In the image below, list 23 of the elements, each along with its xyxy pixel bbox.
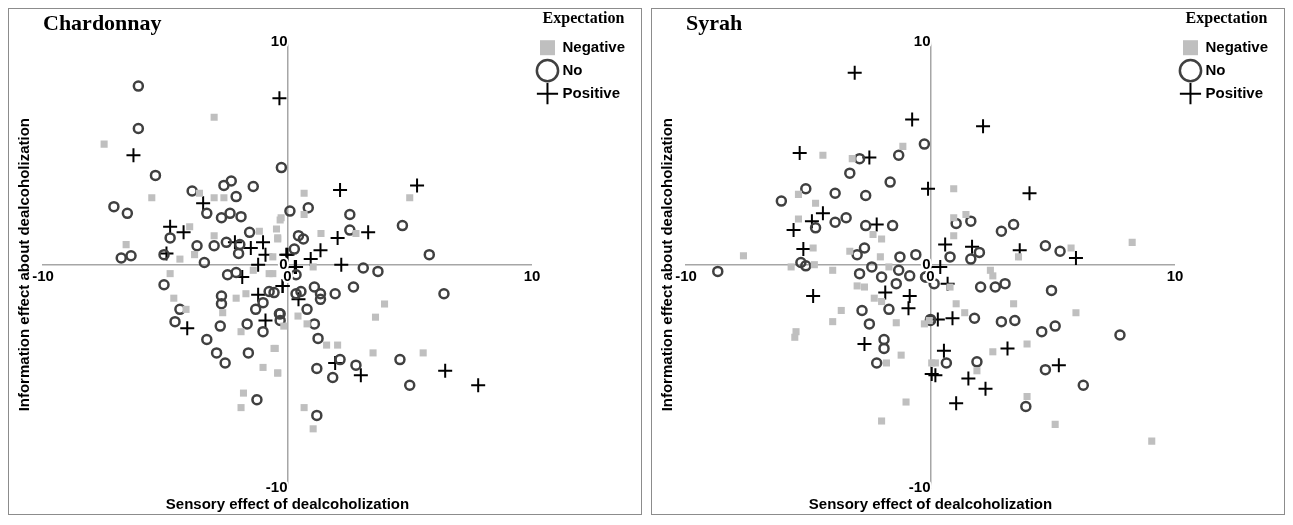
legend-label: Negative	[1205, 37, 1268, 55]
y-tick-label: -10	[265, 478, 288, 496]
y-tick-label: 0	[279, 254, 288, 272]
legend-label: Positive	[562, 83, 620, 101]
legend-label: Negative	[562, 37, 625, 55]
chart-title: Syrah	[686, 9, 743, 35]
x-tick-label: 10	[523, 266, 541, 284]
y-tick-label: 10	[270, 31, 288, 49]
legend-label: No	[1205, 60, 1226, 78]
y-tick-label: 10	[913, 31, 931, 49]
x-axis-title: Sensory effect of dealcoholization	[165, 494, 410, 512]
x-tick-label: 10	[1166, 266, 1184, 284]
y-axis-title: Information effect about dealcoholization	[15, 118, 33, 412]
x-tick-label: -10	[675, 266, 697, 284]
legend-title: Expectation	[1185, 9, 1268, 28]
x-axis-title: Sensory effect of dealcoholization	[808, 494, 1053, 512]
y-tick-label: -10	[908, 478, 931, 496]
x-tick-label: -10	[32, 266, 54, 284]
legend-label: Positive	[1205, 83, 1263, 101]
legend-label: No	[562, 60, 583, 78]
chart-title: Chardonnay	[43, 9, 162, 35]
y-axis-title: Information effect about dealcoholization	[658, 118, 676, 412]
legend-title: Expectation	[542, 9, 625, 28]
